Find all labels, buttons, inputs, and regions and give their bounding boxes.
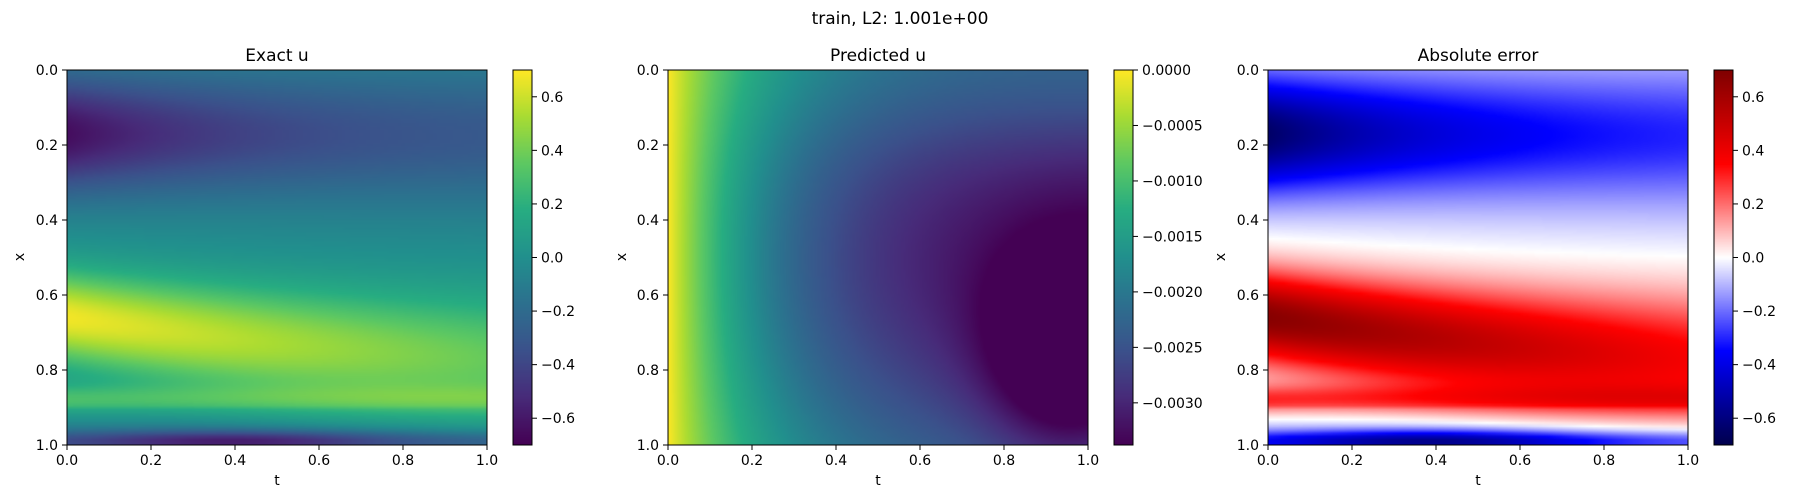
colorbar-tick-label: 0.6 <box>541 90 563 106</box>
y-tick-label: 0.8 <box>36 363 58 379</box>
x-tick-label: 1.0 <box>476 453 498 469</box>
x-tick-label: 0.6 <box>909 453 931 469</box>
panel-title: Exact u <box>245 46 308 66</box>
colorbar: 0.0000 −0.0005 −0.0010 −0.0015 −0.0020 −0.002… <box>1113 63 1203 446</box>
plot-frame <box>667 69 1089 446</box>
x-tick-label: 0.0 <box>1257 453 1279 469</box>
colorbar-tick-label: −0.6 <box>1742 411 1776 427</box>
figure-suptitle: train, L2: 1.001e+00 <box>812 9 989 29</box>
x-tick-label: 0.0 <box>56 453 78 469</box>
colorbar-image <box>1114 70 1133 445</box>
heatmap-plot-area <box>667 69 1089 446</box>
colorbar-tick-label: 0.0000 <box>1142 63 1191 79</box>
y-tick-label: 0.8 <box>637 363 659 379</box>
y-axis-ticks: 0.0 0.2 0.4 0.6 0.8 1.0 <box>637 63 668 454</box>
x-tick-label: 0.2 <box>741 453 763 469</box>
y-tick-label: 0.2 <box>36 138 58 154</box>
y-axis-label: x <box>12 253 28 261</box>
x-tick-label: 1.0 <box>1677 453 1699 469</box>
colorbar-tick-label: −0.0025 <box>1142 340 1203 356</box>
y-tick-label: 0.2 <box>637 138 659 154</box>
x-tick-label: 0.6 <box>1509 453 1531 469</box>
x-axis-label: t <box>875 473 881 489</box>
colorbar-frame <box>1113 69 1134 446</box>
y-tick-label: 0.0 <box>1237 63 1259 79</box>
y-tick-label: 0.2 <box>1237 138 1259 154</box>
x-tick-label: 0.2 <box>140 453 162 469</box>
x-tick-label: 1.0 <box>1077 453 1099 469</box>
panel-title: Absolute error <box>1418 46 1539 66</box>
y-axis-label: x <box>1213 253 1229 261</box>
colorbar-ticks: 0.6 0.4 0.2 0.0 −0.2 −0.4 −0.6 <box>1733 90 1776 427</box>
x-axis-label: t <box>1475 473 1481 489</box>
x-axis-label: t <box>274 473 280 489</box>
x-tick-label: 0.4 <box>1425 453 1447 469</box>
colorbar-tick-label: 0.4 <box>541 143 563 159</box>
y-tick-label: 0.8 <box>1237 363 1259 379</box>
colorbar-tick-label: 0.0 <box>541 251 563 267</box>
panel-exact-u: Exact u 0.0 0.2 0.4 0.6 0.8 1.0 0.00.20.40.60… <box>12 46 575 489</box>
colorbar-ticks: 0.0000 −0.0005 −0.0010 −0.0015 −0.0020 −0.002… <box>1133 63 1203 412</box>
y-tick-label: 0.6 <box>637 288 659 304</box>
y-axis-ticks: 0.0 0.2 0.4 0.6 0.8 1.0 <box>36 63 67 454</box>
colorbar-image <box>513 70 532 445</box>
colorbar-tick-label: −0.4 <box>1742 358 1776 374</box>
heatmap-plot-area <box>66 69 488 446</box>
colorbar: 0.6 0.4 0.2 0.0 −0.2 −0.4 −0.6 <box>1713 69 1776 446</box>
colorbar-image <box>1714 70 1733 445</box>
y-tick-label: 0.4 <box>637 213 659 229</box>
x-tick-label: 0.6 <box>308 453 330 469</box>
x-axis-ticks: 0.0 0.2 0.4 0.6 0.8 1.0 <box>657 445 1099 469</box>
colorbar-tick-label: −0.0020 <box>1142 285 1203 301</box>
panel-title: Predicted u <box>830 46 926 66</box>
y-tick-label: 0.0 <box>637 63 659 79</box>
heatmap-plot-area <box>1267 69 1689 446</box>
colorbar: 0.6 0.4 0.2 0.0 −0.2 −0.4 −0.6 <box>512 69 575 446</box>
heatmap-image-absolute-error <box>1268 70 1688 445</box>
x-tick-label: 0.4 <box>825 453 847 469</box>
x-tick-label: 0.8 <box>993 453 1015 469</box>
colorbar-tick-label: 0.2 <box>541 197 563 213</box>
plot-frame <box>66 69 488 446</box>
y-axis-ticks: 0.0 0.2 0.4 0.6 0.8 1.0 <box>1237 63 1268 454</box>
y-tick-label: 0.4 <box>1237 213 1259 229</box>
heatmap-image-exact-u <box>67 70 487 445</box>
colorbar-tick-label: −0.2 <box>1742 304 1776 320</box>
colorbar-tick-label: −0.0010 <box>1142 174 1203 190</box>
x-tick-label: 0.8 <box>392 453 414 469</box>
y-tick-label: 1.0 <box>36 438 58 454</box>
x-tick-label: 0.8 <box>1593 453 1615 469</box>
y-tick-label: 1.0 <box>637 438 659 454</box>
plot-frame <box>1267 69 1689 446</box>
colorbar-ticks: 0.6 0.4 0.2 0.0 −0.2 −0.4 −0.6 <box>532 90 575 427</box>
colorbar-tick-label: −0.4 <box>541 358 575 374</box>
panel-absolute-error: Absolute error 0.0 0.2 0.4 0.6 0.8 1.0 0.0 0.2… <box>1213 46 1776 489</box>
y-tick-label: 1.0 <box>1237 438 1259 454</box>
x-axis-ticks: 0.0 0.2 0.4 0.6 0.8 1.0 <box>56 445 498 469</box>
y-axis-label: x <box>614 253 630 261</box>
colorbar-tick-label: −0.0030 <box>1142 396 1203 412</box>
panel-predicted-u: Predicted u 0.0 0.2 0.4 0.6 0.8 1.0 0.0 0.2 0.4… <box>614 46 1203 489</box>
x-tick-label: 0.2 <box>1341 453 1363 469</box>
y-tick-label: 0.6 <box>36 288 58 304</box>
x-tick-label: 0.4 <box>224 453 246 469</box>
x-axis-ticks: 0.0 0.2 0.4 0.6 0.8 1.0 <box>1257 445 1699 469</box>
colorbar-tick-label: 0.2 <box>1742 197 1764 213</box>
y-tick-label: 0.6 <box>1237 288 1259 304</box>
colorbar-tick-label: −0.0015 <box>1142 229 1203 245</box>
colorbar-tick-label: 0.6 <box>1742 90 1764 106</box>
colorbar-tick-label: 0.4 <box>1742 143 1764 159</box>
colorbar-tick-label: 0.0 <box>1742 251 1764 267</box>
colorbar-tick-label: −0.0005 <box>1142 118 1203 134</box>
colorbar-tick-label: −0.6 <box>541 411 575 427</box>
x-tick-label: 0.0 <box>657 453 679 469</box>
y-tick-label: 0.0 <box>36 63 58 79</box>
y-tick-label: 0.4 <box>36 213 58 229</box>
colorbar-tick-label: −0.2 <box>541 304 575 320</box>
heatmap-image-predicted-u <box>668 70 1088 445</box>
